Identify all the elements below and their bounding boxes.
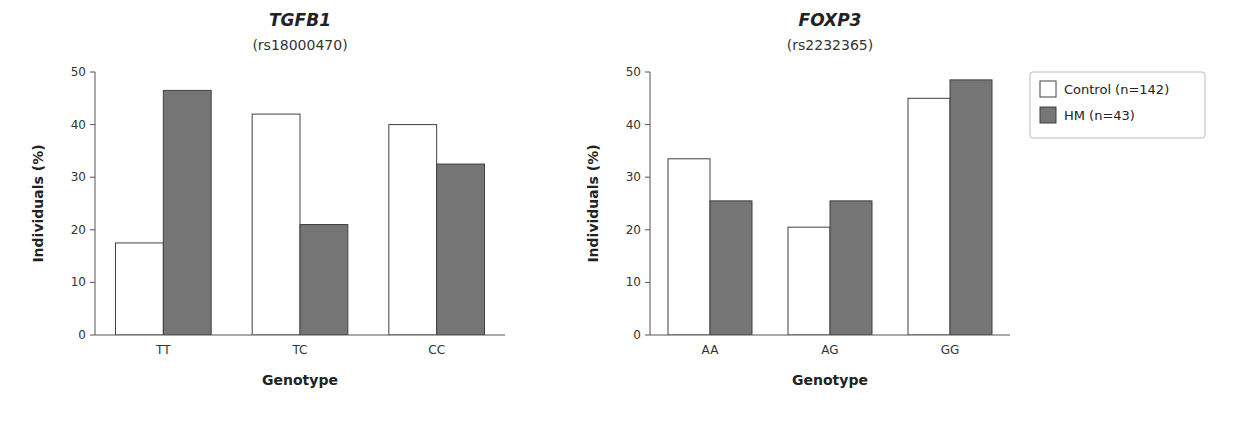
y-tick-label: 40	[626, 118, 641, 132]
y-tick	[645, 124, 650, 125]
y-tick-label: 0	[78, 328, 86, 342]
bar	[950, 80, 992, 335]
y-tick-label: 30	[71, 170, 86, 184]
y-axis-label: Individuals (%)	[30, 144, 46, 262]
x-tick-label: GG	[941, 343, 960, 357]
bar	[163, 90, 211, 335]
y-tick	[645, 229, 650, 230]
bar	[300, 225, 348, 335]
chart: TGFB1 (rs18000470) 0 10 20 30 40 50 TT TC CC Genoty…	[30, 10, 505, 388]
bars	[668, 80, 992, 335]
y-tick-label: 50	[626, 65, 641, 79]
y-tick-label: 20	[71, 223, 86, 237]
y-tick-label: 50	[71, 65, 86, 79]
y-tick	[645, 177, 650, 178]
y-tick	[90, 282, 95, 283]
y-tick	[645, 282, 650, 283]
y-axis	[95, 72, 96, 335]
bars	[116, 90, 485, 335]
y-axis	[650, 72, 651, 335]
y-tick	[645, 72, 650, 73]
x-axis-label: Genotype	[792, 372, 868, 388]
y-tick-label: 0	[633, 328, 641, 342]
x-axis-label: Genotype	[262, 372, 338, 388]
bar	[437, 164, 485, 335]
bar	[116, 243, 164, 335]
bar	[710, 201, 752, 335]
title: FOXP3	[799, 10, 862, 30]
title: TGFB1	[269, 10, 331, 30]
subtitle: (rs2232365)	[787, 37, 873, 53]
legend-swatch	[1040, 107, 1056, 123]
x-tick-label: TC	[291, 343, 307, 357]
bar	[668, 159, 710, 335]
y-tick-label: 10	[71, 275, 86, 289]
bar	[389, 125, 437, 335]
chart: FOXP3 (rs2232365) 0 10 20 30 40 50 AA AG GG Genotyp…	[585, 10, 1205, 388]
legend-frame	[1030, 72, 1205, 138]
y-axis-label: Individuals (%)	[585, 144, 601, 262]
y-tick	[90, 335, 95, 336]
bar	[788, 227, 830, 335]
y-tick-label: 30	[626, 170, 641, 184]
subtitle: (rs18000470)	[252, 37, 347, 53]
x-tick-label: AG	[821, 343, 838, 357]
y-tick	[90, 229, 95, 230]
y-tick-label: 10	[626, 275, 641, 289]
y-tick	[645, 335, 650, 336]
y-tick-label: 40	[71, 118, 86, 132]
x-axis	[95, 335, 505, 336]
bar	[908, 98, 950, 335]
legend-label: Control (n=142)	[1064, 82, 1169, 97]
x-axis	[650, 335, 1010, 336]
bar	[252, 114, 300, 335]
legend-swatch	[1040, 81, 1056, 97]
bar	[830, 201, 872, 335]
x-tick-label: TT	[155, 343, 171, 357]
y-tick	[90, 124, 95, 125]
y-tick	[90, 72, 95, 73]
x-tick-label: CC	[428, 343, 445, 357]
figure: TGFB1 (rs18000470) 0 10 20 30 40 50 TT TC CC Genoty…	[0, 0, 1260, 421]
legend: Control (n=142) HM (n=43)	[1030, 72, 1205, 138]
y-tick	[90, 177, 95, 178]
y-tick-label: 20	[626, 223, 641, 237]
legend-label: HM (n=43)	[1064, 108, 1135, 123]
x-tick-label: AA	[702, 343, 720, 357]
